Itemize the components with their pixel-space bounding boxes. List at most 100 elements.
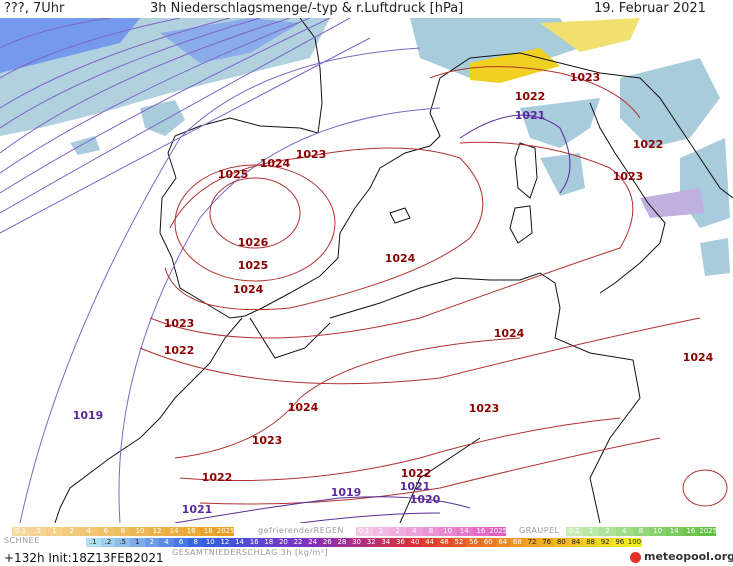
legend-total-scale: .1.2.5 1 2 4 6 8 10 12 14 16 18 20 22 24 26 28 30 32 34 36 4… <box>86 538 642 547</box>
isobar-label: 1023 <box>296 148 327 161</box>
coastlines <box>54 18 733 523</box>
legend-swatch: 2025+ <box>216 527 234 536</box>
isobar-label: 1021 <box>515 109 546 122</box>
legend-swatch: .5 <box>115 538 130 547</box>
isobar-label: 1023 <box>164 317 195 330</box>
header-title: 3h Niederschlagsmenge/-typ & r.Luftdruck… <box>150 1 464 16</box>
legend-swatch: 2025+ <box>699 527 716 536</box>
legend-swatch: 52 <box>451 538 467 547</box>
isobar-label: 1024 <box>233 283 264 296</box>
legend-swatch: 36 <box>393 538 408 547</box>
legend-swatch: 14 <box>232 538 247 547</box>
legend-swatch: 72 <box>524 538 540 547</box>
legend-swatch: 92 <box>597 538 613 547</box>
isobar-label: 1022 <box>401 467 432 480</box>
legend-swatch: 14 <box>165 527 183 536</box>
legend-swatch: 2 <box>599 527 616 536</box>
legend-swatch: 2 <box>389 527 406 536</box>
legend-swatch: 12 <box>148 527 166 536</box>
legend-total-label: GESAMTNIEDERSCHLAG 3h [kg/m²] <box>172 548 329 557</box>
legend-swatch: 6 <box>173 538 189 547</box>
legend-swatch: 1 <box>372 527 390 536</box>
legend-swatch: 1 <box>129 538 145 547</box>
legend-swatch: 28 <box>334 538 350 547</box>
legend-swatch: 16 <box>182 527 200 536</box>
isobar-label: 1024 <box>385 252 416 265</box>
legend-swatch: 14 <box>455 527 473 536</box>
isobar-label: 1022 <box>633 138 664 151</box>
isobar-label: 1019 <box>331 486 362 499</box>
isobar-label: 1023 <box>469 402 500 415</box>
brand-logo-icon <box>630 552 641 563</box>
isobar-label: 1022 <box>515 90 546 103</box>
legend-swatch: 44 <box>422 538 437 547</box>
legend-swatch: 4 <box>159 538 174 547</box>
legend-swatch: 14 <box>665 527 683 536</box>
isobar-label: 1025 <box>218 168 249 181</box>
legend-swatch: 68 <box>510 538 525 547</box>
legend-swatch: 0.1 <box>12 527 30 536</box>
header-date: 19. Februar 2021 <box>594 1 706 16</box>
legend-swatch: 4 <box>80 527 98 536</box>
legend-swatch: 8 <box>422 527 440 536</box>
legend-swatch: 22 <box>290 538 306 547</box>
legend-swatch: 18 <box>199 527 217 536</box>
legend-swatch: 8 <box>114 527 132 536</box>
legend-swatch: 1 <box>46 527 64 536</box>
legend-swatch: 76 <box>539 538 554 547</box>
legend-swatch: 2 <box>63 527 81 536</box>
legend-swatch: 24 <box>305 538 320 547</box>
legend-swatch: 2 <box>144 538 160 547</box>
isobar-label: 1026 <box>238 236 269 249</box>
legend-swatch: 12 <box>217 538 233 547</box>
legend-swatch: 100 <box>627 538 642 547</box>
header-time: ???, 7Uhr <box>4 1 65 16</box>
isobar-label: 1025 <box>238 259 269 272</box>
legend-swatch: 10 <box>439 527 456 536</box>
isobar-labels: 1026 1025 1025 1024 1024 1024 1024 1024 … <box>73 71 714 516</box>
legend-swatch: 20 <box>276 538 291 547</box>
legend-swatch: 84 <box>568 538 584 547</box>
legend-swatch: 16 <box>246 538 262 547</box>
legend-swatch: 2025+ <box>489 527 506 536</box>
legend-swatch: 16 <box>682 527 700 536</box>
isobar-label: 1024 <box>288 401 319 414</box>
legend-swatch: 40 <box>407 538 423 547</box>
isobar-label: 1024 <box>260 157 291 170</box>
legend-swatch: 10 <box>131 527 149 536</box>
isobar-label: 1019 <box>73 409 104 422</box>
legend-swatch: 8 <box>188 538 203 547</box>
legend-swatch: 10 <box>203 538 218 547</box>
isobar-label: 1023 <box>252 434 283 447</box>
legend-swatch: 16 <box>472 527 490 536</box>
legend-swatch: .5 <box>29 527 47 536</box>
legend-swatch: 96 <box>612 538 628 547</box>
isobar-label: 1021 <box>182 503 213 516</box>
legend-swatch: 64 <box>495 538 511 547</box>
legend-swatch: 30 <box>349 538 364 547</box>
legend-swatch: 56 <box>466 538 481 547</box>
legend-swatch: 8 <box>632 527 650 536</box>
isobar-label: 1022 <box>164 344 195 357</box>
legend-swatch: 4 <box>405 527 423 536</box>
legend-swatch: 48 <box>437 538 452 547</box>
isobar-label: 1024 <box>494 327 525 340</box>
legend-swatch: 18 <box>261 538 277 547</box>
legend-graupel-label: GRAUPEL <box>519 526 560 535</box>
legend-swatch: .2 <box>100 538 116 547</box>
legend-swatch: 60 <box>480 538 496 547</box>
legend-swatch: 4 <box>615 527 633 536</box>
legend-swatch: 26 <box>320 538 335 547</box>
legend-swatch: 80 <box>554 538 569 547</box>
isobars-low <box>174 114 571 523</box>
isobar-label: 1023 <box>613 170 644 183</box>
weather-map: 1026 1025 1025 1024 1024 1024 1024 1024 … <box>0 18 733 523</box>
legend-swatch: 10 <box>649 527 666 536</box>
brand-name: meteopool.org <box>644 550 733 563</box>
isobar-label: 1024 <box>683 351 714 364</box>
legend-swatch: 88 <box>583 538 598 547</box>
